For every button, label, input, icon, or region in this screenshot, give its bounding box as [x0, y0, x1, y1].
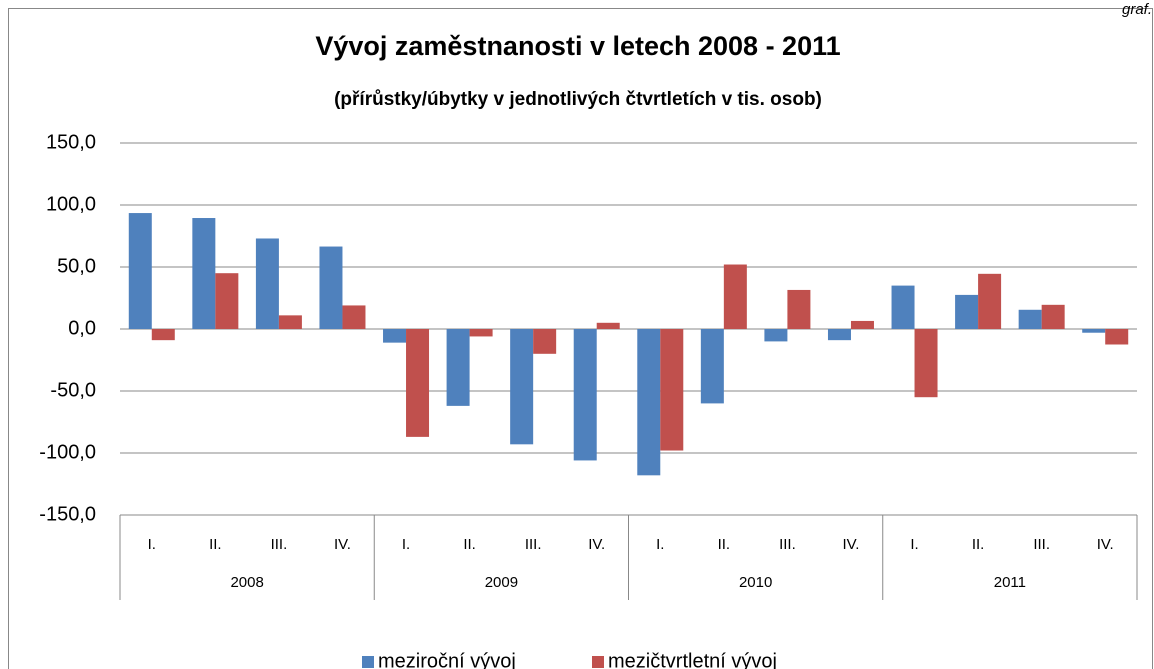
bar	[596, 322, 620, 329]
bar	[914, 329, 938, 398]
bar	[342, 305, 366, 329]
bar	[383, 329, 407, 343]
bar	[660, 329, 684, 451]
y-tick-label: -150,0	[39, 503, 96, 525]
bar	[151, 329, 175, 341]
bar	[406, 329, 430, 437]
y-tick-label: 150,0	[46, 131, 96, 153]
chart-subtitle: (přírůstky/úbytky v jednotlivých čtvrtle…	[334, 89, 822, 110]
bar	[469, 329, 493, 337]
bar	[891, 285, 915, 329]
bar	[573, 329, 597, 461]
x-tick-label: II.	[972, 536, 985, 553]
x-tick-label: III.	[271, 536, 288, 553]
legend-swatch	[592, 656, 604, 668]
bar	[510, 329, 534, 445]
x-tick-label: II.	[209, 536, 222, 553]
bar	[827, 329, 851, 341]
legend-swatch	[362, 656, 374, 668]
corner-label: graf.	[1122, 1, 1152, 18]
x-tick-label: I.	[656, 536, 664, 553]
x-tick-label: III.	[1033, 536, 1050, 553]
bar	[1018, 309, 1042, 329]
bar	[764, 329, 788, 342]
bar	[978, 273, 1002, 329]
bar	[1105, 329, 1129, 345]
x-tick-label: I.	[402, 536, 410, 553]
bar	[278, 315, 302, 329]
x-tick-label: I.	[910, 536, 918, 553]
y-tick-label: 100,0	[46, 193, 96, 215]
x-tick-label: IV.	[1097, 536, 1114, 553]
x-tick-label: IV.	[588, 536, 605, 553]
x-tick-label: II.	[718, 536, 731, 553]
bar	[787, 289, 811, 329]
bar	[1041, 304, 1065, 329]
bar	[1082, 329, 1106, 333]
x-tick-label: III.	[525, 536, 542, 553]
bar	[215, 273, 239, 329]
y-tick-label: 0,0	[68, 317, 96, 339]
legend-label: meziroční vývoj	[378, 650, 516, 669]
bar	[255, 238, 279, 329]
x-tick-label: I.	[148, 536, 156, 553]
group-label: 2008	[230, 574, 263, 591]
bar	[319, 246, 343, 329]
bar	[723, 264, 747, 329]
x-tick-label: II.	[463, 536, 476, 553]
bar	[850, 320, 874, 329]
group-label: 2009	[485, 574, 518, 591]
bar	[533, 329, 557, 354]
y-tick-label: 50,0	[57, 255, 96, 277]
bar	[637, 329, 661, 476]
chart-title: Vývoj zaměstnanosti v letech 2008 - 2011	[315, 31, 840, 61]
bar	[700, 329, 724, 404]
x-tick-label: III.	[779, 536, 796, 553]
group-label: 2011	[994, 574, 1026, 591]
bar	[192, 218, 216, 329]
x-tick-label: IV.	[334, 536, 351, 553]
x-tick-label: IV.	[842, 536, 859, 553]
bar	[955, 294, 979, 329]
y-tick-label: -100,0	[39, 441, 96, 463]
bar	[128, 213, 152, 329]
legend-label: mezičtvrtletní vývoj	[608, 650, 777, 669]
bar	[446, 329, 470, 406]
group-label: 2010	[739, 574, 772, 591]
y-tick-label: -50,0	[50, 379, 96, 401]
